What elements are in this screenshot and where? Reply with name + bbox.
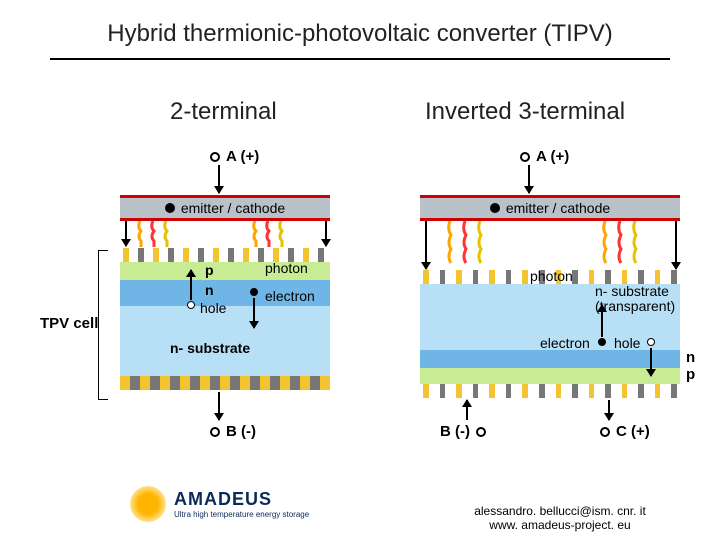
lead-arrow <box>466 400 468 420</box>
page-title: Hybrid thermionic-photovoltaic converter… <box>0 20 720 48</box>
ray-icon <box>135 221 185 251</box>
left-p-label: p <box>205 262 214 278</box>
right-B-text: B (-) <box>440 423 470 440</box>
footer: alessandro. bellucci@ism. cnr. it www. a… <box>430 504 690 532</box>
ray-icon <box>445 221 505 271</box>
bottom-contacts <box>120 376 330 390</box>
left-B-text: B (-) <box>226 423 256 440</box>
flux-arrow <box>675 221 677 269</box>
terminal-dot-icon <box>210 427 220 437</box>
left-terminal-A: A (+) <box>210 148 259 165</box>
electron-dot-icon <box>250 288 258 296</box>
left-A-text: A (+) <box>226 148 259 165</box>
footer-email: alessandro. bellucci@ism. cnr. it <box>430 504 690 518</box>
left-hole-label: hole <box>200 300 226 316</box>
lead-arrow <box>608 400 610 420</box>
left-terminal-B: B (-) <box>210 423 256 440</box>
right-C-text: C (+) <box>616 423 650 440</box>
left-substrate-label: n- substrate <box>170 340 250 356</box>
right-emitter-label: emitter / cathode <box>506 200 610 216</box>
p-layer <box>420 368 680 384</box>
right-hole-label: hole <box>614 335 640 351</box>
right-A-text: A (+) <box>536 148 569 165</box>
hole-arrow <box>190 270 192 300</box>
electron-arrow <box>253 298 255 328</box>
logo-sub: Ultra high temperature energy storage <box>174 510 309 519</box>
terminal-dot-icon <box>520 152 530 162</box>
lead-arrow <box>218 392 220 420</box>
left-emitter: emitter / cathode <box>120 195 330 221</box>
footer-url: www. amadeus-project. eu <box>430 518 690 532</box>
left-emitter-label: emitter / cathode <box>181 200 285 216</box>
ray-icon <box>600 221 660 271</box>
electron-arrow <box>601 305 603 337</box>
amadeus-logo: AMADEUS Ultra high temperature energy st… <box>130 486 309 522</box>
right-electron-label: electron <box>540 335 590 351</box>
title-underline <box>50 58 670 60</box>
right-emitter: emitter / cathode <box>420 195 680 221</box>
hole-arrow <box>650 348 652 376</box>
left-n-label: n <box>205 282 214 298</box>
logo-name: AMADEUS <box>174 489 309 510</box>
n-layer <box>420 350 680 368</box>
flux-arrow <box>125 221 127 246</box>
flux-arrow <box>325 221 327 246</box>
bracket-icon <box>98 250 108 400</box>
sun-icon <box>130 486 166 522</box>
left-photon-label: photon <box>265 260 308 276</box>
right-np-labels: np <box>686 350 695 383</box>
right-substrate-label: n- substrate(transparent) <box>595 284 675 315</box>
right-terminal-B: B (-) <box>440 423 486 440</box>
hole-dot-icon <box>647 338 655 346</box>
terminal-dot-icon <box>600 427 610 437</box>
lead-arrow <box>218 165 220 193</box>
right-terminal-A: A (+) <box>520 148 569 165</box>
left-heading: 2-terminal <box>170 98 277 126</box>
flux-arrow <box>425 221 427 269</box>
lead-arrow <box>528 165 530 193</box>
terminal-dot-icon <box>476 427 486 437</box>
right-photon-label: photon <box>530 268 573 284</box>
ray-icon <box>250 221 300 251</box>
bottom-contacts <box>420 384 680 398</box>
electron-dot-icon <box>598 338 606 346</box>
emitter-dot-icon <box>165 203 175 213</box>
terminal-dot-icon <box>210 152 220 162</box>
emitter-dot-icon <box>490 203 500 213</box>
right-heading: Inverted 3-terminal <box>425 98 625 126</box>
hole-dot-icon <box>187 301 195 309</box>
tpv-cell-label: TPV cell <box>40 315 98 332</box>
right-terminal-C: C (+) <box>600 423 650 440</box>
left-electron-label: electron <box>265 288 315 304</box>
